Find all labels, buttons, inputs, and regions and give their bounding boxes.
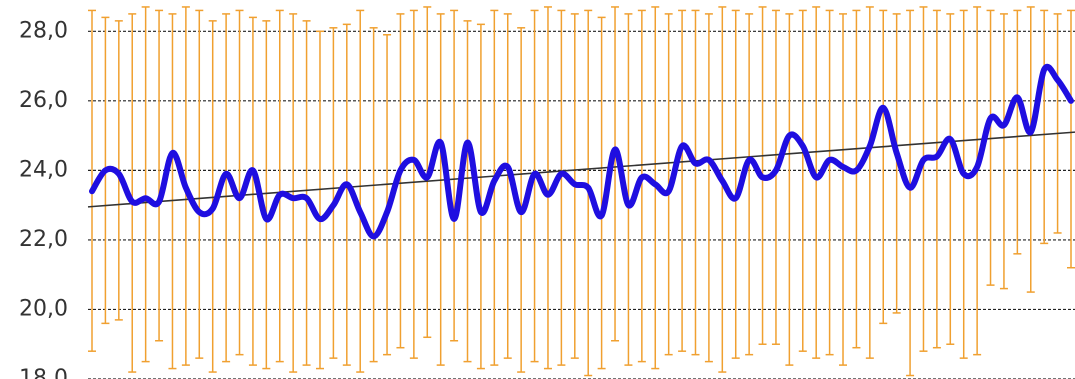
y-tick-label: 20,0 [19, 296, 68, 321]
y-tick-label: 18,0 [19, 366, 68, 379]
trend-line [87, 131, 1075, 208]
y-tick-label: 24,0 [19, 157, 68, 182]
data-line [89, 63, 1074, 240]
y-tick-label: 22,0 [19, 227, 68, 252]
y-tick-label: 26,0 [19, 88, 68, 113]
y-tick-label: 28,0 [19, 18, 68, 43]
